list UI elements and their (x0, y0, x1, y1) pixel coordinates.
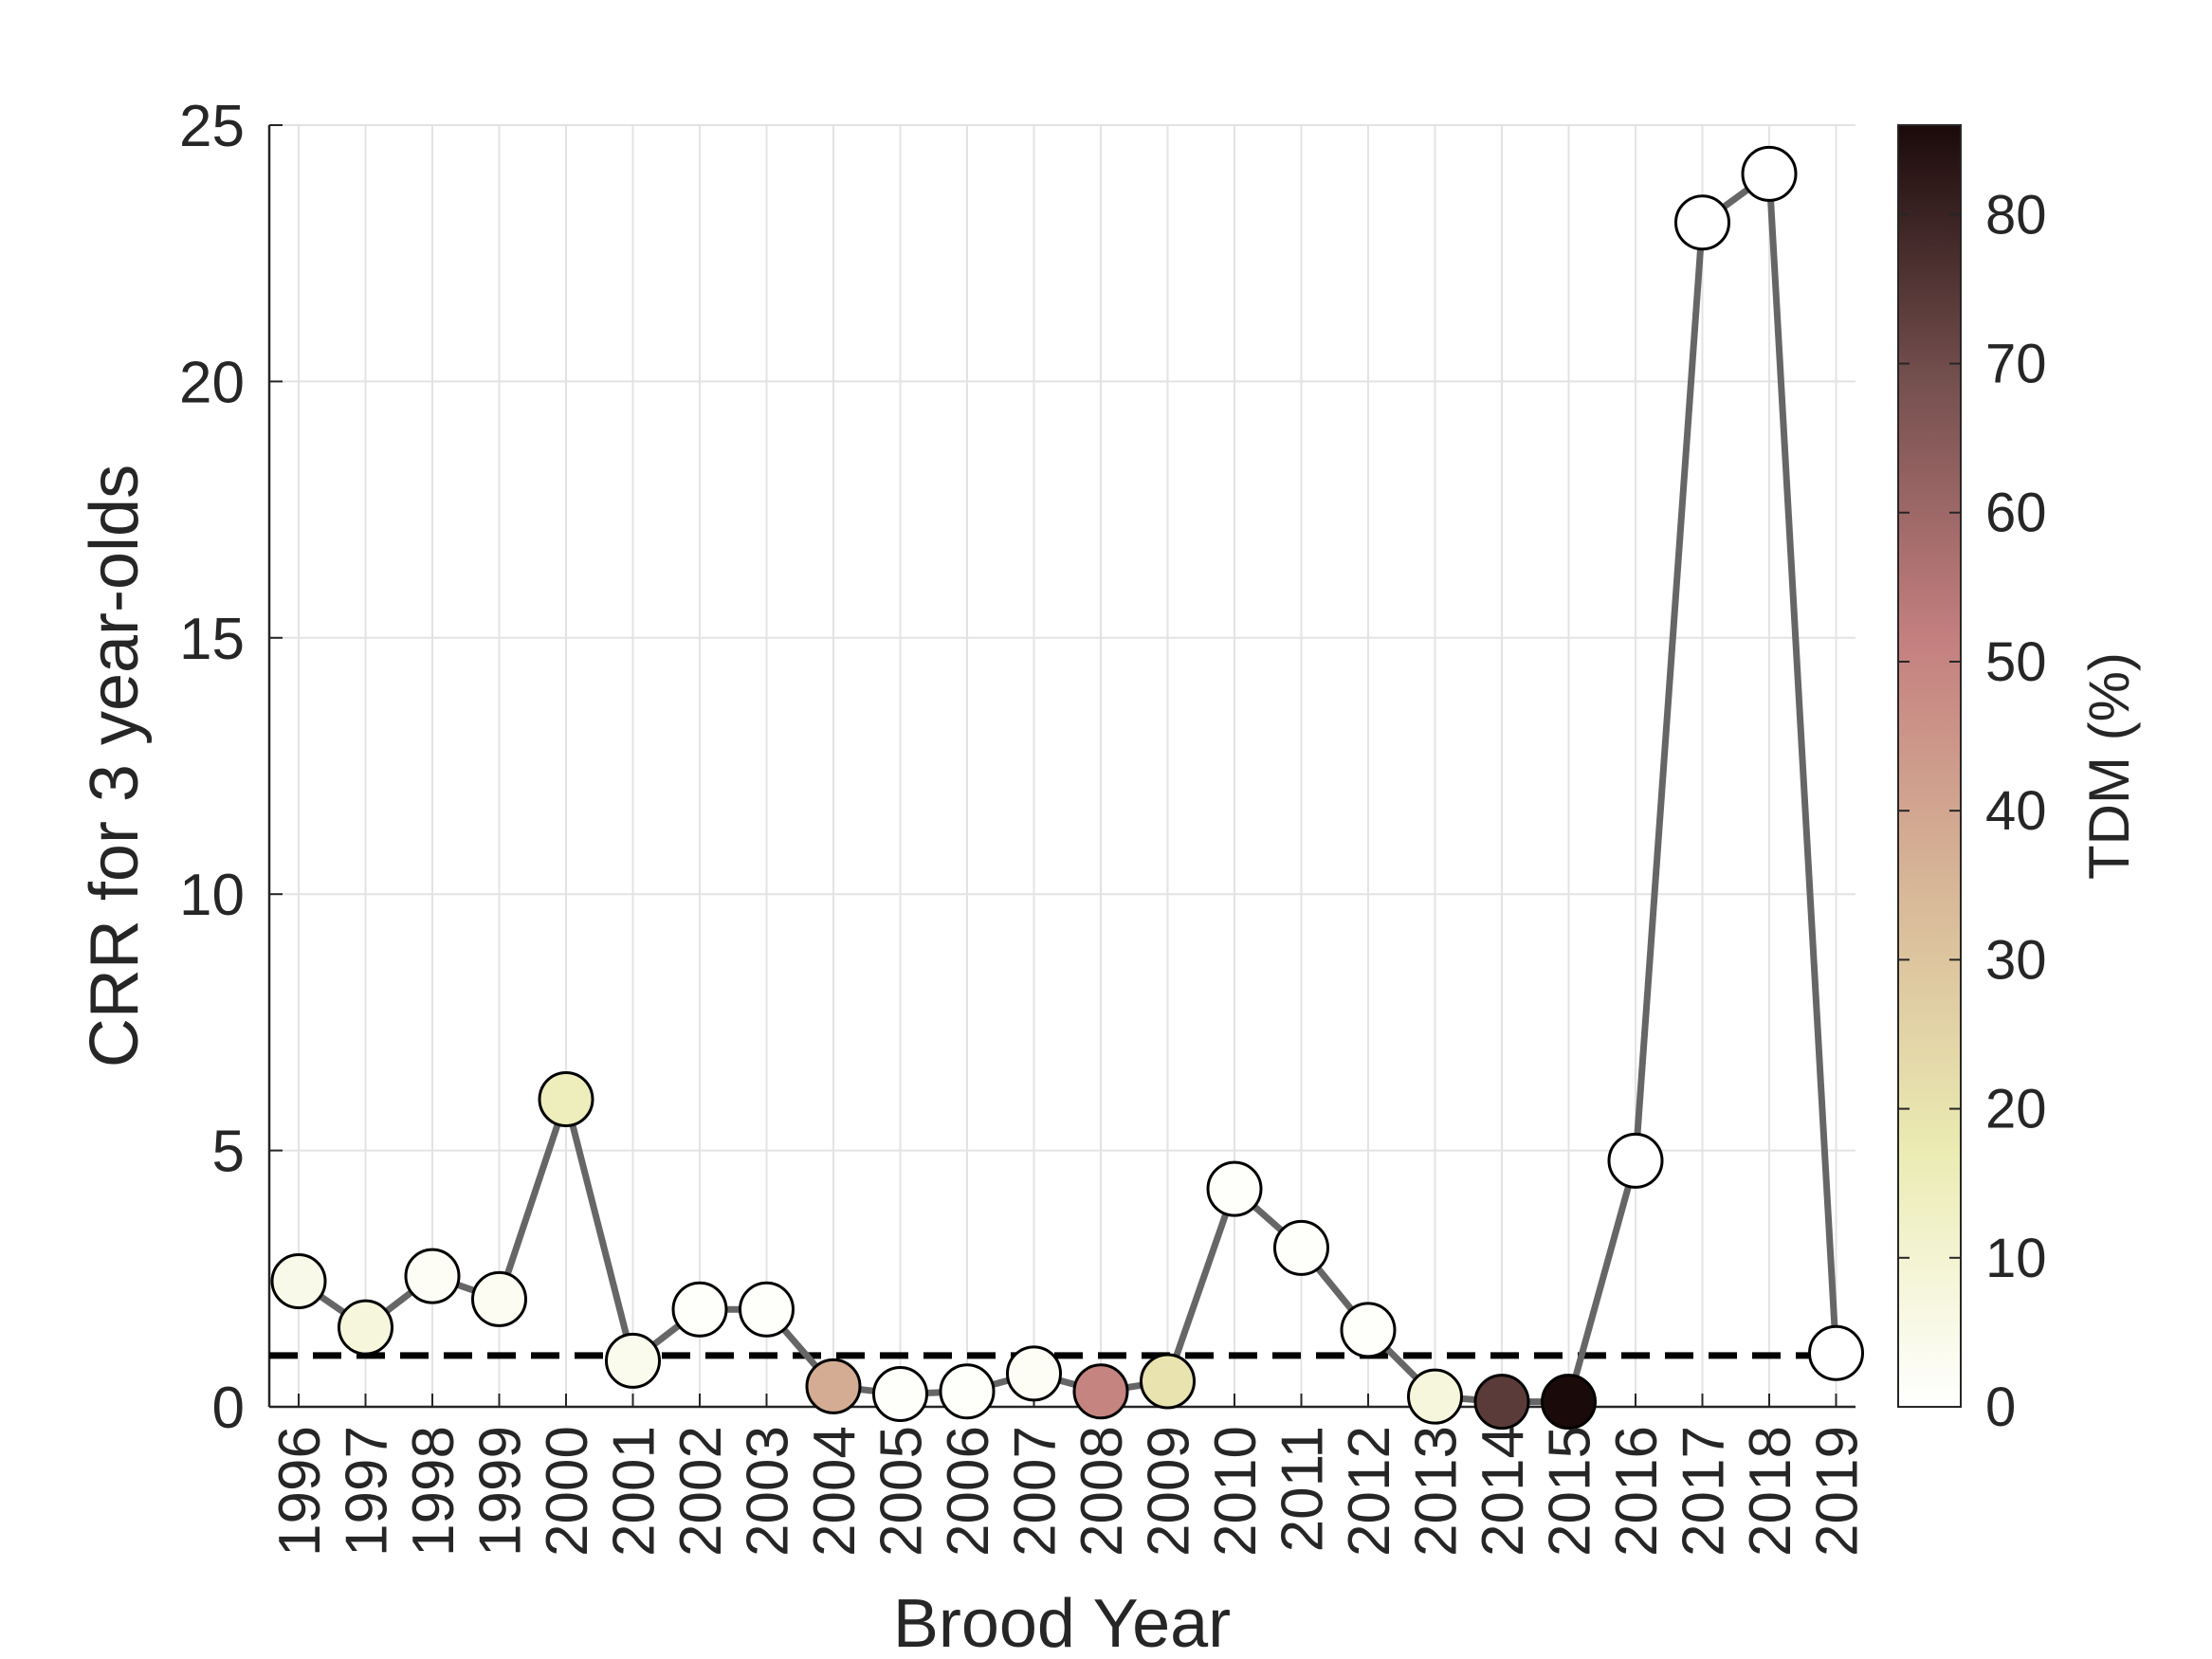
data-point (605, 1332, 661, 1389)
x-tick-label: 2008 (1069, 1426, 1135, 1557)
x-tick-label: 2019 (1805, 1426, 1871, 1557)
x-tick-label: 2003 (736, 1426, 801, 1557)
colorbar-tick-label: 40 (1985, 780, 2047, 842)
colorbar: 0 10 20 30 40 50 60 70 80 TDM (%) (1897, 124, 2141, 1438)
colorbar-tick-label: 50 (1985, 631, 2047, 693)
colorbar-ticks: 0 10 20 30 40 50 60 70 80 (1898, 184, 2047, 1438)
data-point (1473, 1374, 1530, 1431)
colorbar-tick-label: 80 (1985, 184, 2047, 246)
x-tick-labels: 1996 1997 1998 1999 2000 2001 2002 2003 2004 2005… (267, 1426, 1871, 1557)
y-tick-label: 5 (212, 1120, 245, 1185)
data-point (1206, 1160, 1263, 1217)
data-point (671, 1281, 728, 1338)
data-point (939, 1363, 996, 1420)
x-tick-label: 2006 (936, 1426, 1001, 1557)
data-point (270, 1253, 327, 1310)
x-tick-label: 1996 (267, 1426, 333, 1557)
data-point (471, 1270, 527, 1327)
data-point (1340, 1302, 1397, 1358)
data-point (1273, 1219, 1329, 1276)
data-point (1140, 1353, 1196, 1410)
colorbar-tick-label: 0 (1985, 1376, 2016, 1438)
x-tick-label: 2000 (535, 1426, 600, 1557)
data-points (270, 145, 1864, 1431)
data-point (805, 1358, 862, 1414)
data-point (1407, 1368, 1463, 1425)
y-tick-labels: 0 5 10 15 20 25 (179, 94, 245, 1441)
data-point (538, 1071, 594, 1128)
data-point (739, 1281, 795, 1338)
y-tick-label: 20 (179, 350, 245, 415)
x-tick-label: 2005 (869, 1426, 935, 1557)
data-point (338, 1299, 393, 1356)
data-point (1006, 1345, 1062, 1402)
data-point (1541, 1374, 1597, 1431)
x-tick-label: 1997 (335, 1426, 400, 1557)
x-tick-label: 2004 (802, 1426, 868, 1557)
colorbar-tick-label: 20 (1985, 1079, 2047, 1140)
x-tick-label: 2002 (668, 1426, 734, 1557)
x-axis-label: Brood Year (893, 1586, 1231, 1659)
grid (269, 124, 1856, 1408)
data-point (1607, 1132, 1664, 1189)
colorbar-tick-label: 60 (1985, 483, 2047, 544)
y-axis-label: CRR for 3 year-olds (77, 465, 153, 1067)
x-tick-label: 2016 (1604, 1426, 1670, 1557)
x-tick-label: 2011 (1271, 1426, 1336, 1552)
x-tick-label: 1999 (468, 1426, 534, 1557)
x-tick-label: 2012 (1337, 1426, 1402, 1557)
data-point (404, 1248, 461, 1304)
colorbar-gradient (1897, 124, 1962, 1408)
y-tick-label: 0 (212, 1376, 245, 1441)
x-tick-label: 2009 (1137, 1426, 1202, 1557)
x-tick-label: 2017 (1672, 1426, 1737, 1557)
x-tick-label: 2010 (1203, 1426, 1269, 1557)
y-tick-label: 15 (179, 607, 245, 672)
colorbar-tick-label: 70 (1985, 334, 2047, 395)
colorbar-tick-label: 10 (1985, 1228, 2047, 1289)
data-point (872, 1365, 928, 1422)
x-tick-label: 2013 (1404, 1426, 1470, 1557)
x-tick-label: 2007 (1003, 1426, 1069, 1557)
colorbar-label: TDM (%) (2077, 652, 2141, 880)
series-line (297, 170, 1839, 1406)
x-tick-label: 2015 (1538, 1426, 1603, 1557)
data-point (1741, 145, 1798, 202)
x-tick-label: 2014 (1471, 1426, 1536, 1557)
x-tick-label: 2018 (1738, 1426, 1803, 1557)
y-tick-label: 25 (179, 94, 245, 159)
colorbar-tick-label: 30 (1985, 929, 2047, 991)
x-tick-label: 1998 (401, 1426, 466, 1557)
y-tick-label: 10 (179, 863, 245, 928)
data-point (1808, 1324, 1864, 1381)
data-point (1072, 1363, 1129, 1420)
data-point (1674, 194, 1730, 251)
x-tick-label: 2001 (602, 1426, 667, 1557)
